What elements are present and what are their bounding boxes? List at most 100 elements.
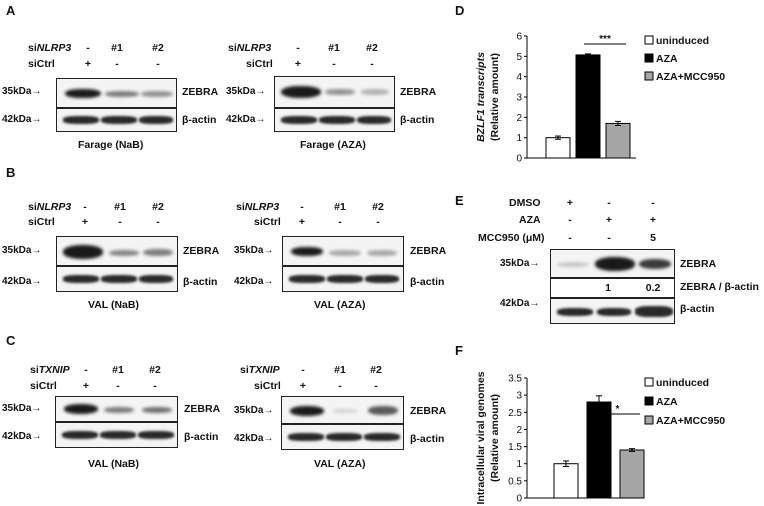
- legend-label: AZA+MCC950: [656, 71, 725, 83]
- sitxnip-label: siTXNIP: [30, 364, 70, 376]
- sign: #2: [152, 42, 164, 54]
- sign: -: [607, 232, 611, 244]
- sign: -: [376, 216, 380, 228]
- si-prefix: si: [240, 364, 249, 376]
- gene-name: TXNIP: [38, 364, 70, 376]
- significance-mark: *: [616, 404, 620, 415]
- sinlrp3-label: siNLRP3: [236, 201, 279, 213]
- sign: +: [605, 214, 613, 226]
- marker-35kda: 35kDa→: [234, 245, 274, 256]
- zebra-label: ZEBRA: [182, 86, 219, 98]
- sinlrp3-label: siNLRP3: [228, 42, 271, 54]
- y-tick-label: 0.5: [508, 476, 522, 487]
- zebra-blot: [282, 236, 404, 266]
- sign: -: [156, 216, 160, 228]
- zebra-label: ZEBRA: [183, 245, 220, 257]
- sign: -: [338, 216, 342, 228]
- marker-35kda: 35kDa→: [234, 405, 274, 416]
- legend-label: AZA+MCC950: [656, 415, 725, 427]
- sictrl-label: siCtrl: [254, 216, 281, 228]
- sign: #1: [112, 364, 124, 376]
- sign: -: [370, 58, 374, 70]
- zebra-blot: [550, 249, 675, 278]
- si-prefix: si: [228, 42, 237, 54]
- y-tick-label: 5: [516, 52, 522, 63]
- sign: -: [651, 197, 655, 209]
- y-tick-label: 2: [516, 425, 522, 436]
- legend-label: AZA: [656, 53, 678, 65]
- sign: #2: [372, 201, 384, 213]
- sitxnip-label: siTXNIP: [240, 364, 280, 376]
- sign: #1: [111, 42, 123, 54]
- sign: -: [301, 364, 305, 376]
- actin-label: β-actin: [184, 431, 219, 443]
- sign: #1: [114, 201, 126, 213]
- chart-d: 0 1 2 3 4 5 6 BZLF1 transcripts (Relative amount…: [475, 32, 725, 165]
- sictrl-label: siCtrl: [30, 380, 57, 392]
- zebra-label: ZEBRA: [184, 403, 221, 415]
- marker-42kda: 42kDa→: [234, 276, 274, 287]
- zebra-label: ZEBRA: [410, 405, 447, 417]
- marker-35kda: 35kDa→: [2, 86, 42, 97]
- marker-42kda: 42kDa→: [226, 114, 266, 125]
- si-prefix: si: [28, 201, 37, 213]
- sign: #2: [366, 42, 378, 54]
- marker-42kda: 42kDa→: [500, 298, 540, 309]
- sign: +: [82, 380, 90, 392]
- sictrl-label: siCtrl: [28, 216, 55, 228]
- dmso-label: DMSO: [509, 197, 541, 209]
- y-tick-label: 0: [516, 154, 522, 165]
- zebra-blot: [274, 76, 395, 108]
- y-tick-label: 6: [516, 32, 522, 43]
- actin-label: β-actin: [182, 114, 217, 126]
- y-tick-label: 0: [516, 494, 522, 505]
- ratio-value: 0.2: [645, 282, 661, 294]
- bar: [605, 122, 631, 159]
- zebra-blot: [56, 236, 178, 266]
- marker-42kda: 42kDa→: [2, 114, 42, 125]
- legend-label: uninduced: [656, 377, 709, 389]
- panel-letter-f: F: [455, 343, 463, 358]
- gene-name: TXNIP: [248, 364, 280, 376]
- zebra-blot: [281, 396, 404, 424]
- sign: +: [299, 380, 307, 392]
- panel-letter-c: C: [6, 333, 16, 348]
- sign: 5: [650, 232, 656, 244]
- sign: -: [568, 214, 572, 226]
- actin-label: β-actin: [680, 303, 715, 315]
- sign: +: [294, 58, 302, 70]
- legend-swatch: [644, 415, 654, 425]
- y-tick-label: 1: [516, 133, 522, 144]
- gene-name: NLRP3: [236, 42, 272, 54]
- y-tick-label: 3.5: [508, 374, 522, 385]
- sictrl-label: siCtrl: [28, 58, 55, 70]
- sign: -: [300, 201, 304, 213]
- legend-swatch: [644, 377, 654, 387]
- sign: -: [156, 58, 160, 70]
- zebra-label: ZEBRA: [410, 245, 447, 257]
- legend-swatch: [644, 396, 654, 406]
- actin-blot: [550, 298, 675, 324]
- panel-letter-e: E: [455, 193, 464, 208]
- bar: [553, 463, 579, 499]
- sign: -: [338, 380, 342, 392]
- bar: [619, 449, 645, 499]
- sign: +: [81, 216, 89, 228]
- sign: #1: [328, 42, 340, 54]
- sictrl-label: siCtrl: [246, 58, 273, 70]
- actin-blot: [281, 424, 404, 450]
- bar: [575, 54, 601, 159]
- sign: -: [118, 216, 122, 228]
- actin-blot: [56, 108, 177, 132]
- blot-caption: VAL (NaB): [88, 458, 139, 470]
- gene-name: NLRP3: [36, 201, 72, 213]
- actin-label: β-actin: [183, 276, 218, 288]
- legend-label: AZA: [656, 396, 678, 408]
- sign: -: [568, 232, 572, 244]
- marker-35kda: 35kDa→: [226, 86, 266, 97]
- sign: +: [649, 214, 657, 226]
- aza-label: AZA: [519, 214, 541, 226]
- y-tick-label: 2.5: [508, 408, 522, 419]
- actin-label: β-actin: [410, 276, 445, 288]
- y-axis-label: BZLF1 transcripts: [475, 52, 487, 142]
